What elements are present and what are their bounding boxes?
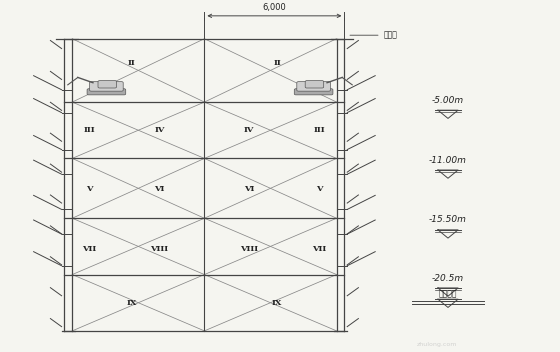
Text: -20.5m: -20.5m	[432, 274, 464, 283]
Text: -11.00m: -11.00m	[429, 156, 467, 165]
Text: II: II	[273, 59, 281, 67]
Text: 6,000: 6,000	[263, 2, 286, 12]
Text: III: III	[314, 126, 325, 134]
FancyBboxPatch shape	[305, 81, 324, 88]
Text: -5.00m: -5.00m	[432, 96, 464, 105]
Text: IX: IX	[272, 299, 282, 307]
Text: 基底标高: 基底标高	[438, 289, 458, 298]
Text: VI: VI	[244, 186, 254, 193]
Text: V: V	[316, 186, 323, 193]
FancyBboxPatch shape	[87, 89, 125, 95]
Text: VIII: VIII	[240, 245, 258, 252]
FancyBboxPatch shape	[90, 82, 123, 91]
Text: III: III	[84, 126, 95, 134]
Text: V: V	[86, 186, 93, 193]
FancyBboxPatch shape	[295, 89, 333, 95]
Text: zhulong.com: zhulong.com	[417, 342, 457, 347]
FancyBboxPatch shape	[297, 82, 330, 91]
Text: IX: IX	[127, 299, 137, 307]
Text: VI: VI	[155, 186, 165, 193]
Text: -15.50m: -15.50m	[429, 215, 467, 225]
Text: VII: VII	[82, 245, 97, 252]
Text: IV: IV	[244, 126, 254, 134]
Text: IV: IV	[155, 126, 165, 134]
Text: VIII: VIII	[151, 245, 169, 252]
Text: 锡杆机: 锡杆机	[384, 31, 398, 40]
Text: VII: VII	[312, 245, 326, 252]
Text: II: II	[128, 59, 136, 67]
FancyBboxPatch shape	[98, 81, 116, 88]
